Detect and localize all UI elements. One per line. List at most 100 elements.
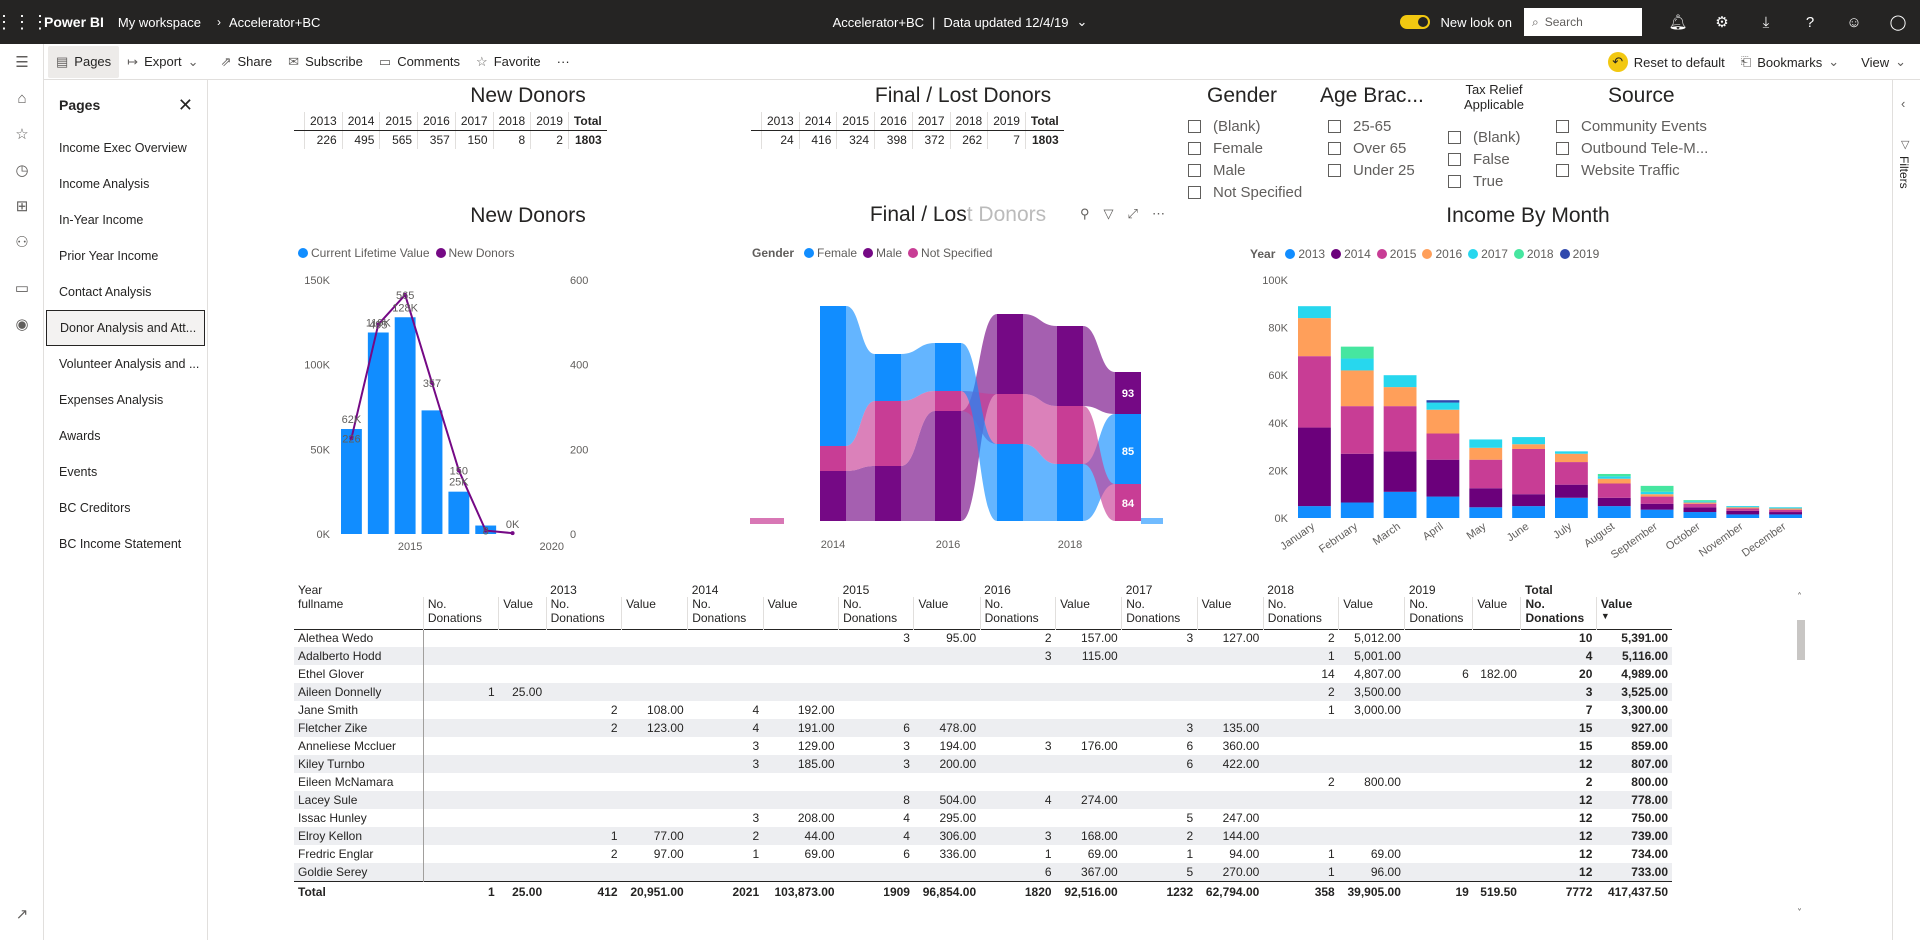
- account-icon[interactable]: ◯: [1889, 14, 1907, 31]
- matrix-cell: [980, 701, 1055, 719]
- comments-button[interactable]: ▭ Comments: [371, 44, 468, 80]
- page-item[interactable]: In-Year Income: [59, 213, 144, 227]
- subscribe-button[interactable]: ✉ Subscribe: [280, 44, 371, 80]
- chevron-left-icon[interactable]: ‹: [1901, 96, 1906, 111]
- table-row[interactable]: Fredric Englar 2 97.00 1 69.00 6 336.00 1 69.00 1…: [294, 845, 1672, 863]
- page-item[interactable]: Awards: [59, 429, 101, 443]
- stacked-bar-segment: [1597, 497, 1631, 507]
- slicer-option[interactable]: True: [1448, 173, 1503, 190]
- table-row[interactable]: Anneliese Mccluer 3 129.00 3 194.00 3 176.00 6 3…: [294, 737, 1672, 755]
- filter-icon[interactable]: ▽: [1103, 206, 1114, 221]
- new-donors-combo-chart[interactable]: 150K 100K 50K 0K 600 400 200 0 226 495 565 357 150 8 6…: [286, 266, 626, 566]
- no-donations-header: No. Donations: [1263, 597, 1340, 629]
- table-row[interactable]: Issac Hunley 3 208.00 4 295.00 5 247.00 12 750.0…: [294, 809, 1672, 827]
- matrix-cell: 6: [980, 863, 1056, 881]
- page-item[interactable]: BC Creditors: [59, 501, 131, 515]
- export-button[interactable]: ↦ Export ⌄: [119, 44, 212, 80]
- table-row[interactable]: Alethea Wedo 3 95.00 2 157.00 3 127.00 2 5,012.0…: [294, 629, 1672, 647]
- matrix-cell: [546, 863, 622, 881]
- page-item[interactable]: Contact Analysis: [59, 285, 152, 299]
- chevron-down-icon[interactable]: ⌄: [1076, 14, 1088, 29]
- page-item[interactable]: Income Exec Overview: [59, 141, 187, 155]
- home-icon[interactable]: ⌂: [17, 89, 27, 107]
- table-row[interactable]: Ethel Glover 14 4,807.00 6 182.00 20 4,989.00: [294, 665, 1672, 683]
- stacked-bar-segment: [1597, 473, 1631, 477]
- slicer-option[interactable]: False: [1448, 151, 1510, 168]
- stacked-bar-segment: [1640, 503, 1674, 510]
- close-icon[interactable]: ✕: [177, 94, 193, 115]
- reset-button[interactable]: ↶ Reset to default: [1600, 44, 1733, 80]
- bookmarks-button[interactable]: ⎗ Bookmarks ⌄: [1733, 44, 1853, 80]
- page-item[interactable]: Income Analysis: [59, 177, 150, 191]
- expand-icon[interactable]: ↗: [15, 906, 29, 923]
- smiley-icon[interactable]: ☺: [1846, 13, 1862, 31]
- slicer-option[interactable]: Over 65: [1328, 140, 1406, 157]
- slicer-option[interactable]: Outbound Tele-M...: [1556, 140, 1708, 157]
- table-row[interactable]: Adalberto Hodd 3 115.00 1 5,001.00 4 5,116.00: [294, 647, 1672, 665]
- page-item[interactable]: BC Income Statement: [59, 537, 182, 551]
- help-icon[interactable]: ?: [1805, 13, 1815, 31]
- table-row[interactable]: Goldie Serey 6 367.00 5 270.00 1 96.00 12 733.00: [294, 863, 1672, 881]
- my-workspace-icon[interactable]: ◉: [15, 316, 29, 333]
- slicer-option[interactable]: Not Specified: [1188, 184, 1302, 201]
- breadcrumb-workspace[interactable]: My workspace: [117, 14, 201, 30]
- lost-donors-ribbon-chart[interactable]: 93 85 84 2014 2016 2018: [748, 266, 1168, 566]
- gear-icon[interactable]: ⚙: [1715, 14, 1729, 31]
- slicer-option[interactable]: Community Events: [1556, 118, 1707, 135]
- bell-icon[interactable]: 🔔︎: [1668, 14, 1688, 31]
- new-donors-card[interactable]: 2013 2014 2015 2016 2017 2018 2019 Total 226 495 5…: [294, 112, 607, 149]
- scroll-down-icon[interactable]: ˅: [1797, 907, 1802, 918]
- total-cell: 19: [1404, 880, 1473, 903]
- table-row[interactable]: Aileen Donnelly 1 25.00 2 3,500.00 3 3,525.00: [294, 683, 1672, 701]
- search-box[interactable]: ⌕ Search: [1524, 8, 1642, 36]
- slicer-option[interactable]: 25-65: [1328, 118, 1391, 135]
- table-row[interactable]: Fletcher Zike 2 123.00 4 191.00 6 478.00 3 135.0…: [294, 719, 1672, 737]
- matrix-scrollbar[interactable]: ˄ ˅: [1794, 590, 1808, 918]
- more-options-icon[interactable]: ⋯: [1151, 206, 1165, 221]
- table-row[interactable]: Jane Smith 2 108.00 4 192.00 1 3,000.00 7 3,300.…: [294, 701, 1672, 719]
- workspaces-icon[interactable]: ▭: [14, 280, 30, 297]
- slicer-option[interactable]: (Blank): [1448, 129, 1521, 146]
- pages-button[interactable]: ▤ Pages: [48, 45, 120, 78]
- slicer-option[interactable]: Female: [1188, 140, 1263, 157]
- slicer-option[interactable]: Website Traffic: [1556, 162, 1680, 179]
- data-updated-label[interactable]: Data updated 12/4/19: [943, 14, 1069, 30]
- lost-donors-card[interactable]: 2013 2014 2015 2016 2017 2018 2019 Total 24 416 32…: [751, 112, 1064, 149]
- table-row[interactable]: Elroy Kellon 1 77.00 2 44.00 4 306.00 3 168.00 2 1…: [294, 827, 1672, 845]
- page-item[interactable]: Events: [59, 465, 98, 479]
- page-item[interactable]: Volunteer Analysis and ...: [59, 357, 200, 371]
- new-look-toggle[interactable]: [1400, 15, 1431, 29]
- donor-matrix[interactable]: Year 2013 2014 2015 2016 2017 2018 2019 Total ful…: [294, 583, 1672, 929]
- card-value-row: 226 495 565 357 150 8 2 1803: [294, 130, 607, 149]
- favorites-icon[interactable]: ☆: [15, 126, 29, 143]
- more-options-button[interactable]: ···: [556, 54, 570, 69]
- table-row[interactable]: Kiley Turnbo 3 185.00 3 200.00 6 422.00 12 807.0…: [294, 755, 1672, 773]
- ribbon-column-segment: [1057, 326, 1083, 406]
- card-corner: [751, 130, 762, 149]
- table-row[interactable]: Lacey Sule 8 504.00 4 274.00 12 778.00: [294, 791, 1672, 809]
- share-button[interactable]: ⇗ Share: [213, 44, 281, 80]
- page-item[interactable]: Donor Analysis and Att...: [46, 310, 205, 346]
- scroll-thumb[interactable]: [1797, 620, 1805, 660]
- apps-icon[interactable]: ⊞: [15, 198, 29, 215]
- download-icon[interactable]: ⤓: [1762, 13, 1770, 31]
- view-button[interactable]: View ⌄: [1853, 44, 1920, 80]
- brand-label[interactable]: Power BI: [44, 14, 104, 30]
- page-item[interactable]: Expenses Analysis: [59, 393, 164, 407]
- shared-icon[interactable]: ⚇: [15, 234, 29, 251]
- focus-mode-icon[interactable]: ⤢: [1127, 206, 1138, 221]
- filters-pane[interactable]: ‹ ▽ Filters: [1892, 80, 1920, 940]
- slicer-option[interactable]: Under 25: [1328, 162, 1415, 179]
- scroll-up-icon[interactable]: ˄: [1797, 591, 1802, 603]
- slicer-option[interactable]: (Blank): [1188, 118, 1261, 135]
- app-launcher-icon[interactable]: ⋮⋮⋮: [0, 11, 49, 32]
- table-row[interactable]: Eileen McNamara 2 800.00 2 800.00: [294, 773, 1672, 791]
- hamburger-icon[interactable]: ☰: [15, 54, 29, 71]
- pin-icon[interactable]: ⚲: [1080, 206, 1090, 221]
- page-item[interactable]: Prior Year Income: [59, 249, 159, 263]
- slicer-option[interactable]: Male: [1188, 162, 1246, 179]
- breadcrumb-report[interactable]: Accelerator+BC: [228, 14, 321, 30]
- recent-icon[interactable]: ◷: [15, 162, 29, 179]
- favorite-button[interactable]: ☆ Favorite: [468, 44, 549, 80]
